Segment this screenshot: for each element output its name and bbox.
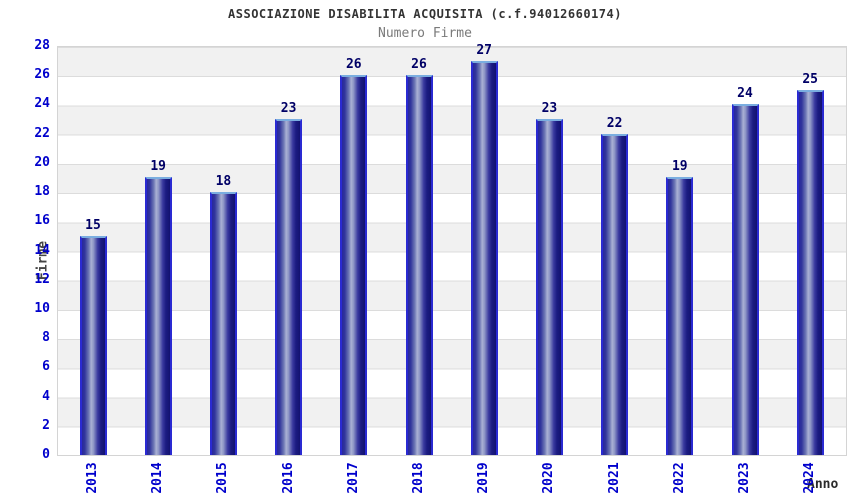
bar-value-label: 19 (671, 159, 688, 175)
chart-subtitle: Numero Firme (378, 26, 472, 41)
x-tick-label: 2022 (671, 462, 687, 494)
x-tick-label: 2017 (345, 462, 361, 494)
bar-2024 (796, 89, 824, 455)
x-axis-title: Anno (807, 477, 839, 492)
bar-value-label: 23 (541, 101, 558, 117)
bar-value-label: 18 (215, 174, 232, 190)
x-tick-label: 2014 (150, 462, 166, 494)
bar-value-label: 19 (150, 159, 167, 175)
bar-2023 (731, 104, 759, 455)
y-tick-label: 16 (34, 213, 50, 229)
x-tick-label: 2024 (802, 462, 818, 494)
bar-2020 (535, 119, 563, 455)
bar-2013 (79, 235, 107, 455)
y-tick-label: 24 (34, 96, 50, 112)
y-tick-label: 8 (42, 330, 50, 346)
y-tick-label: 18 (34, 184, 50, 200)
bar-2014 (144, 177, 172, 455)
bar-2021 (601, 133, 629, 455)
bar-value-label: 26 (345, 57, 362, 73)
bar-2018 (405, 75, 433, 455)
y-tick-label: 22 (34, 125, 50, 141)
bar-2016 (275, 119, 303, 455)
y-tick-label: 26 (34, 67, 50, 83)
bar-value-label: 22 (606, 115, 623, 131)
y-tick-label: 4 (42, 388, 50, 404)
bar-2017 (340, 75, 368, 455)
bar-value-label: 24 (737, 86, 753, 102)
y-tick-label: 10 (34, 300, 50, 316)
bar-value-label: 26 (411, 57, 427, 73)
bar-value-label: 23 (280, 101, 297, 117)
chart-title: ASSOCIAZIONE DISABILITA ACQUISITA (c.f.9… (228, 7, 622, 21)
bar-value-label: 27 (476, 42, 493, 58)
bar-2022 (666, 177, 694, 455)
x-tick-label: 2021 (606, 462, 622, 494)
y-tick-label: 20 (34, 154, 50, 170)
y-tick-label: 0 (42, 447, 50, 462)
y-tick-label: 28 (34, 38, 50, 53)
y-tick-label: 2 (42, 417, 50, 433)
x-tick-label: 2016 (280, 462, 296, 494)
y-tick-label: 14 (34, 242, 50, 258)
y-tick-label: 6 (42, 359, 50, 375)
y-tick-label: 12 (34, 271, 50, 287)
x-tick-label: 2018 (411, 462, 426, 494)
bar-value-label: 15 (85, 217, 101, 233)
x-tick-label: 2015 (215, 462, 231, 494)
x-tick-label: 2023 (737, 462, 752, 494)
bar-value-label: 25 (802, 71, 819, 87)
x-tick-label: 2020 (541, 462, 557, 494)
bar-2019 (470, 60, 498, 455)
bar-2015 (209, 192, 237, 455)
plot-area (57, 46, 847, 456)
x-tick-label: 2013 (85, 462, 100, 494)
x-tick-label: 2019 (476, 462, 492, 494)
